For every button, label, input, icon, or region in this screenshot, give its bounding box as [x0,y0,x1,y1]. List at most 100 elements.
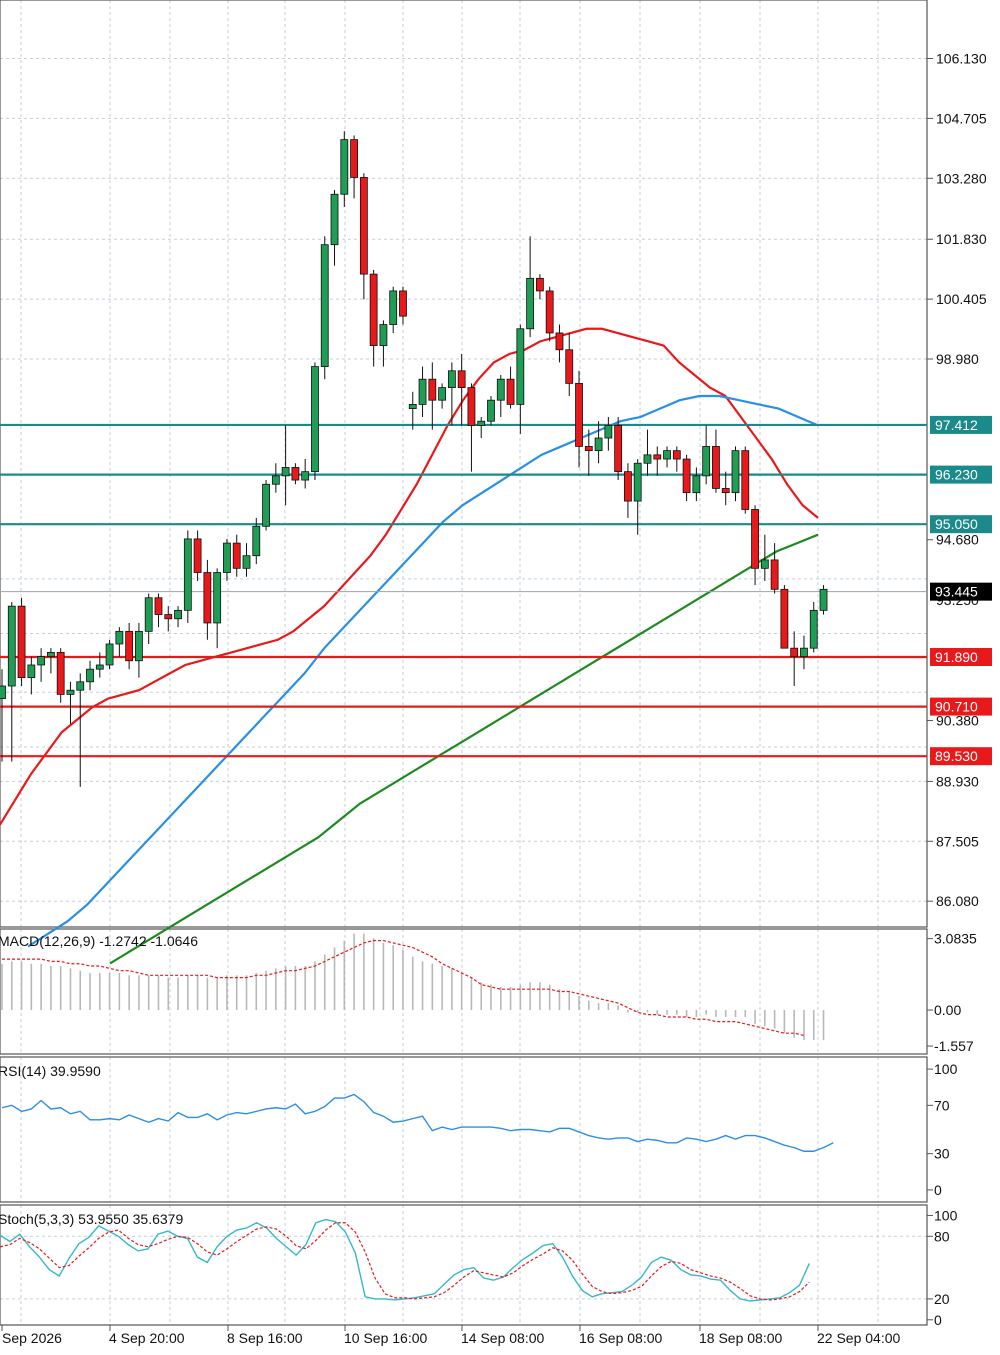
moving-average-line [0,327,819,826]
rsi-tick-label: 100 [934,1061,958,1077]
candle-body [565,349,574,384]
candle-body [203,572,212,624]
candle-body [223,542,231,573]
candle-body [95,664,104,670]
x-tick-label: 14 Sep 08:00 [461,1330,545,1346]
candle-body [389,290,398,325]
stoch-tick-label: 80 [934,1228,950,1244]
level-tag [930,747,992,766]
candle-body [125,630,134,662]
y-tick-label: 104.705 [936,110,987,126]
candle-body [457,370,466,388]
rsi-line [1,1093,834,1152]
axis-labels: 106.130 104.705 103.280 101.830 100.405 98.98… [1,51,987,1346]
x-tick-label: 4 Sep 20:00 [109,1330,185,1346]
candle-body [242,555,251,569]
candle-body [76,681,85,691]
candle-body [164,614,173,620]
candle-body [359,177,368,275]
macd-title: MACD(12,26,9) -1.2742 -1.0646 [0,933,198,949]
candle-body [575,382,583,447]
level-tag [930,648,992,666]
candle-body [800,647,808,657]
y-tick-label: 98.980 [936,351,979,367]
candle-body [604,425,613,439]
candle-body [447,370,456,388]
candle-body [760,559,769,569]
y-tick-label: 103.280 [936,170,987,186]
candle-body [516,328,525,405]
indicator-lines [0,939,834,1302]
candles [0,131,828,787]
x-tick-label: 22 Sep 04:00 [817,1330,901,1346]
x-tick-label: 8 Sep 16:00 [227,1330,303,1346]
candle-body [487,399,495,422]
macd-tick-label: 3.0835 [934,931,977,947]
candle-body [369,273,378,346]
candle-body [712,446,720,489]
y-tick-label: 90.380 [936,712,979,728]
candle-body [232,542,241,569]
candle-body [536,277,544,292]
candle-body [399,290,407,317]
y-tick-label: 100.405 [936,291,987,307]
candle-body [438,387,447,401]
level-tags: 97.412 96.230 95.050 91.890 90.710 89.530 93.4… [930,415,992,766]
candle-body [379,324,388,346]
candle-body [183,538,192,611]
candle-body [809,609,818,649]
rsi-tick-label: 0 [934,1182,942,1198]
candle-body [702,446,711,477]
candle-body [408,404,417,410]
candle-body [731,450,740,494]
candle-body [496,378,505,401]
candle-body [252,525,261,557]
y-tick-label: 106.130 [936,51,987,67]
stoch-tick-label: 0 [934,1312,942,1328]
candle-body [682,458,691,494]
candle-body [790,647,799,657]
x-tick-label: 10 Sep 16:00 [344,1330,428,1346]
candle-body [47,651,55,657]
candle-body [526,277,535,330]
candle-body [555,332,564,351]
stoch-tick-label: 20 [934,1291,950,1307]
candle-body [770,559,779,590]
candle-body [144,597,153,632]
candle-body [213,572,222,624]
candle-body [467,387,476,426]
candle-body [350,139,358,178]
candle-body [174,609,182,620]
level-tag-label: 89.530 [935,748,978,764]
moving-average-line [109,533,819,965]
panel-frames [0,0,928,1326]
y-tick-label: 94.680 [936,532,979,548]
candle-body [428,378,437,401]
candle-body [135,630,143,662]
level-tag [930,697,992,716]
y-tick-label: 87.505 [936,833,979,849]
stoch-k-line [0,1218,810,1302]
candle-body [301,471,310,481]
level-tag-label: 97.412 [935,417,978,433]
candle-body [624,471,632,502]
candle-body [506,378,515,405]
moving-averages [0,327,819,965]
candle-body [672,450,681,460]
candle-body [819,588,828,611]
candle-body [477,420,486,426]
candle-body [584,446,593,452]
candle-body [330,193,339,246]
stoch-tick-label: 100 [934,1207,958,1223]
x-tick-label: 16 Sep 08:00 [579,1330,663,1346]
candle-body [311,366,319,473]
candle-body [105,643,114,666]
candle-body [721,488,730,494]
candle-body [653,454,662,460]
y-tick-label: 101.830 [936,231,987,247]
macd-histogram [1,933,825,1041]
candle-body [193,538,202,573]
candle-body [663,450,671,460]
candle-body [545,290,554,334]
